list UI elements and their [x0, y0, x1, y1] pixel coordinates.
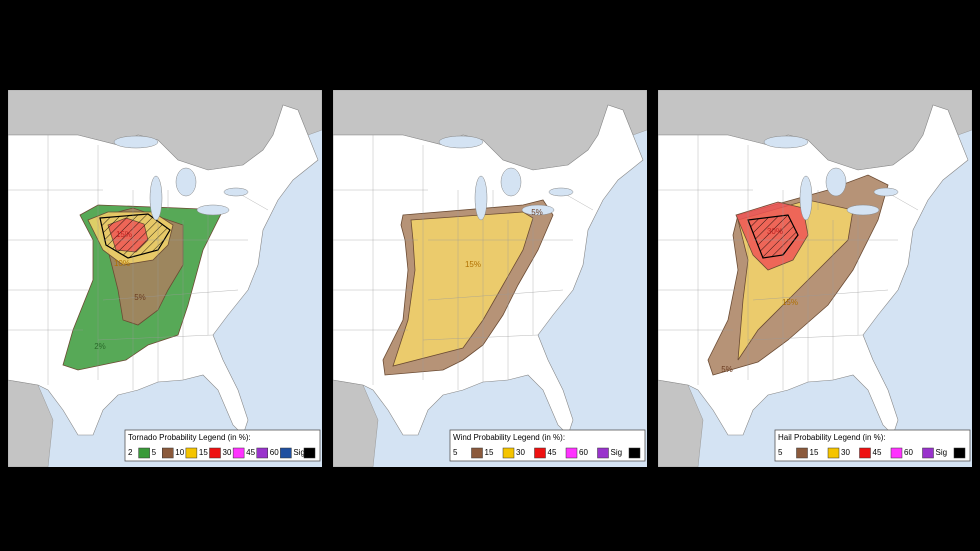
- state-line: [102, 289, 239, 301]
- legend-label: 45: [548, 448, 557, 457]
- legend-label: 15: [485, 448, 494, 457]
- legend-label: Sig: [293, 448, 305, 457]
- lake: [474, 175, 488, 221]
- legend-label: 2: [128, 448, 133, 457]
- legend-label: 30: [516, 448, 525, 457]
- state-line: [747, 334, 864, 341]
- legend-label: 5: [453, 448, 458, 457]
- legend-label: 5: [778, 448, 783, 457]
- lake: [521, 204, 555, 216]
- lake: [196, 204, 230, 216]
- legend-label: 15: [810, 448, 819, 457]
- risk-label: 5%: [134, 293, 146, 302]
- risk-label: 5%: [531, 208, 543, 217]
- legend-label: 60: [904, 448, 913, 457]
- legend-title: Tornado Probability Legend (in %):: [128, 433, 251, 442]
- risk-label: 2%: [94, 342, 106, 351]
- legend-swatch: [534, 447, 546, 459]
- map-panel: 30% 15% 5% Hail Probability Legend (in %): 5…: [658, 90, 972, 467]
- legend-label: Sig: [936, 448, 948, 457]
- legend-label: 45: [246, 448, 255, 457]
- state-line: [97, 334, 214, 341]
- legend-label: 15: [199, 448, 208, 457]
- lake: [438, 135, 484, 149]
- legend-swatch: [890, 447, 903, 459]
- map-panel: 15% 10% 5% 2% Tornado Probability Legend (in…: [8, 90, 322, 467]
- legend-swatch: [280, 447, 292, 459]
- legend-label: Sig: [611, 448, 623, 457]
- legend-label: 10: [175, 448, 184, 457]
- significant-area: [747, 214, 799, 259]
- lake: [149, 175, 163, 221]
- legend-swatch: [256, 447, 268, 459]
- legend-swatch: [796, 447, 808, 459]
- legend-title: Hail Probability Legend (in %):: [778, 433, 886, 442]
- risk-area: [392, 211, 534, 367]
- legend-swatch: [232, 447, 245, 459]
- legend-label: 30: [223, 448, 232, 457]
- state-line: [422, 334, 539, 341]
- legend-swatch: [185, 447, 198, 459]
- legend-swatch: [502, 447, 515, 459]
- lake: [763, 135, 809, 149]
- risk-label: 30%: [767, 227, 783, 236]
- risk-label: 5%: [721, 365, 733, 374]
- lake: [548, 187, 574, 197]
- legend-swatch: [209, 447, 221, 459]
- legend-swatch: [827, 447, 840, 459]
- risk-label: 10%: [114, 259, 130, 268]
- legend-swatch: [922, 447, 934, 459]
- risk-label: 15%: [465, 260, 481, 269]
- legend-label: 5: [152, 448, 157, 457]
- lake: [825, 167, 847, 197]
- legend-swatch: [628, 447, 641, 459]
- risk-label: 15%: [782, 298, 798, 307]
- legend-label: 45: [873, 448, 882, 457]
- legend-swatch: [859, 447, 871, 459]
- state-line: [752, 289, 889, 301]
- legend-swatch: [162, 447, 174, 459]
- legend-swatch: [471, 447, 483, 459]
- lake: [223, 187, 249, 197]
- legend-swatch: [138, 447, 150, 459]
- map-panel: 15% 5% Wind Probability Legend (in %): 5 15 3…: [333, 90, 647, 467]
- lake: [175, 167, 197, 197]
- legend-title: Wind Probability Legend (in %):: [453, 433, 565, 442]
- legend-swatch: [597, 447, 609, 459]
- lake: [500, 167, 522, 197]
- legend-swatch: [565, 447, 578, 459]
- lake: [846, 204, 880, 216]
- legend-swatch: [953, 447, 966, 459]
- lake: [113, 135, 159, 149]
- lake: [799, 175, 813, 221]
- risk-label: 15%: [116, 230, 132, 239]
- legend-label: 60: [579, 448, 588, 457]
- legend-label: 30: [841, 448, 850, 457]
- lake: [873, 187, 899, 197]
- legend-swatch: [303, 447, 316, 459]
- legend-label: 60: [270, 448, 279, 457]
- state-line: [427, 289, 564, 301]
